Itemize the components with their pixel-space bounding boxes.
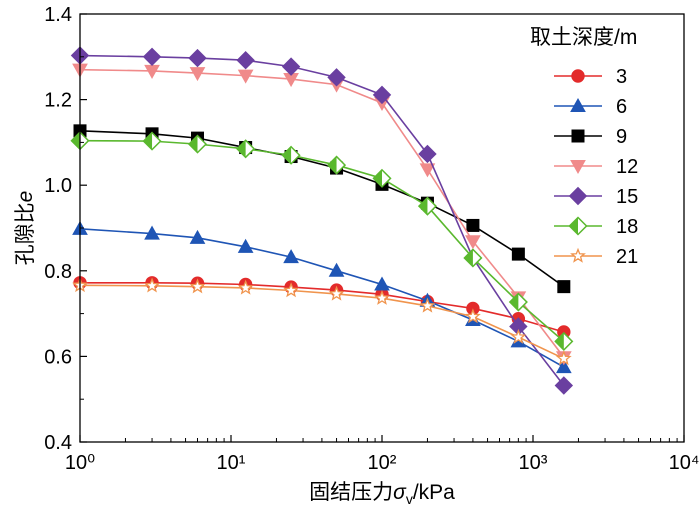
legend-marker [570, 160, 586, 175]
data-point-21-6 [374, 289, 390, 305]
data-point-15-7 [418, 144, 437, 164]
x-tick-label: 10¹ [217, 452, 246, 474]
data-point-21-10 [555, 350, 572, 366]
data-point-12-8 [465, 235, 481, 250]
data-point-9-10 [557, 280, 571, 294]
series-line-15 [79, 54, 565, 386]
x-axis-label: 固结压力σv/kPa [309, 481, 455, 507]
y-axis-label: 孔隙比e [14, 191, 37, 266]
series-9 [73, 124, 571, 294]
data-point-18-3 [236, 139, 256, 159]
legend-item-6: 6 [554, 96, 627, 118]
x-tick-label: 10⁰ [65, 452, 95, 474]
legend-label: 6 [616, 96, 627, 118]
data-point-6-3 [237, 238, 254, 253]
legend-marker [571, 129, 585, 143]
data-point-18-2 [187, 134, 208, 154]
data-point-18-4 [281, 145, 301, 165]
data-point-21-7 [419, 297, 436, 313]
data-point-21-2 [189, 278, 206, 294]
x-tick-label: 10² [368, 452, 397, 474]
data-point-15-1 [142, 47, 162, 67]
y-tick-label: 1.0 [44, 175, 72, 197]
series-15 [70, 46, 574, 395]
data-point-6-10 [555, 359, 572, 374]
data-point-6-2 [189, 229, 206, 244]
legend-marker [570, 247, 586, 263]
data-point-9-9 [511, 247, 525, 261]
legend: 取土深度/m 3 6 9 12 15 18 21 [530, 26, 638, 268]
data-point-18-10 [554, 331, 574, 351]
data-point-21-3 [237, 279, 254, 295]
series-line-21 [79, 284, 565, 360]
legend-item-3: 3 [554, 66, 627, 88]
data-point-9-8 [466, 218, 480, 232]
plot-frame [79, 13, 685, 443]
data-point-15-5 [327, 68, 346, 87]
data-point-15-10 [554, 376, 574, 395]
data-point-18-1 [142, 131, 162, 151]
y-tick-label: 0.4 [44, 432, 72, 454]
data-point-21-9 [510, 328, 527, 344]
legend-title: 取土深度/m [530, 26, 637, 49]
x-tick-label: 10⁴ [669, 452, 700, 474]
legend-label: 21 [616, 246, 638, 268]
plot-area [70, 46, 574, 395]
data-point-18-7 [417, 196, 438, 216]
y-tick-label: 1.2 [44, 90, 72, 112]
legend-label: 9 [616, 126, 627, 148]
data-point-15-3 [236, 51, 255, 70]
data-point-15-4 [281, 57, 301, 76]
data-point-15-2 [188, 48, 207, 68]
data-point-6-4 [283, 249, 299, 264]
data-point-12-3 [237, 69, 254, 84]
legend-marker [570, 97, 586, 112]
data-point-12-7 [419, 163, 436, 178]
data-point-21-8 [465, 308, 481, 324]
legend-marker [568, 186, 588, 206]
legend-item-12: 12 [554, 156, 638, 178]
data-point-18-9 [508, 292, 528, 312]
data-point-21-1 [144, 277, 160, 293]
data-point-6-1 [144, 225, 160, 240]
series-line-6 [79, 228, 565, 368]
data-point-15-6 [372, 85, 392, 105]
data-point-21-4 [283, 282, 299, 298]
legend-marker [568, 216, 588, 236]
legend-label: 12 [616, 156, 638, 178]
data-point-18-8 [463, 248, 483, 268]
series-6 [72, 220, 572, 374]
y-tick-label: 1.4 [44, 4, 72, 26]
y-tick-label: 0.8 [44, 261, 72, 283]
legend-label: 18 [616, 216, 638, 238]
axes: 0.4 0.6 0.8 1.0 1.2 1.4 10⁰ 10¹ 10² 10³ 10⁴ 固结压力σv/… [14, 4, 699, 507]
legend-item-15: 15 [554, 186, 638, 208]
series-line-18 [79, 139, 565, 343]
y-tick-label: 0.6 [44, 346, 72, 368]
legend-marker [571, 69, 585, 83]
legend-label: 3 [616, 66, 627, 88]
series-12 [72, 63, 572, 366]
legend-item-9: 9 [554, 126, 627, 148]
legend-item-21: 21 [554, 246, 638, 268]
legend-label: 15 [616, 186, 638, 208]
data-point-18-5 [326, 155, 347, 175]
data-point-6-5 [328, 262, 345, 277]
data-point-12-2 [189, 67, 206, 82]
x-tick-label: 10³ [519, 452, 548, 474]
legend-item-18: 18 [554, 216, 638, 238]
data-point-21-5 [328, 285, 345, 301]
data-point-18-6 [372, 168, 392, 188]
series-line-12 [79, 68, 565, 358]
